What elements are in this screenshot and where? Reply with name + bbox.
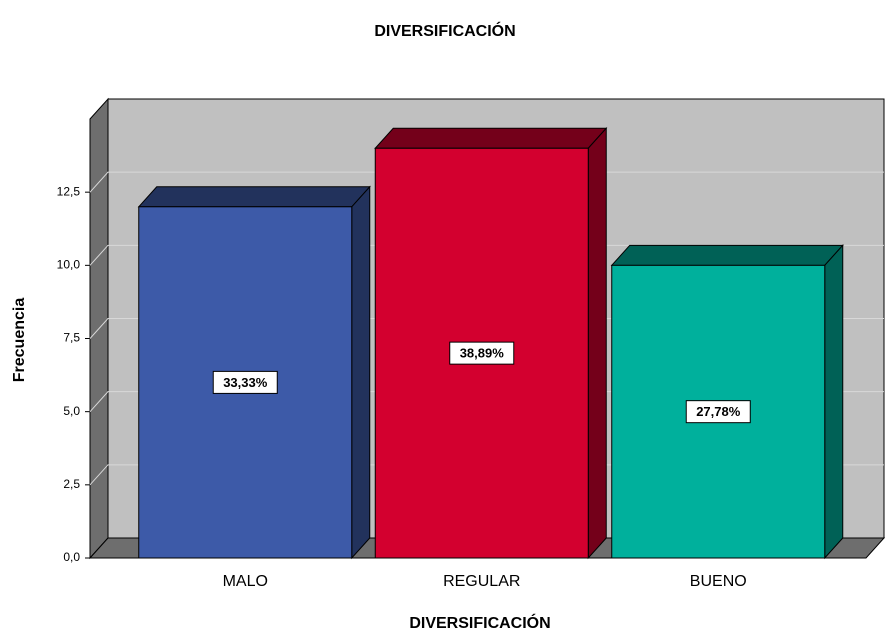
y-axis-label: Frecuencia: [11, 298, 28, 383]
bar-top: [610, 244, 844, 266]
data-label-box: [449, 341, 515, 365]
bar-side: [824, 244, 844, 560]
bar-side: [351, 185, 371, 560]
y-tick-label: 10,0: [57, 258, 81, 272]
grid-line: [89, 171, 884, 193]
bar-side: [587, 126, 607, 560]
data-label-box: [685, 400, 751, 424]
y-tick-label: 2,5: [63, 477, 80, 491]
chart-title: DIVERSIFICACIÓN: [374, 21, 515, 40]
y-tick-label: 12,5: [57, 184, 81, 198]
grid-line: [89, 244, 884, 266]
bar-top: [374, 127, 608, 149]
x-tick-label: MALO: [223, 573, 268, 590]
bar-top: [137, 186, 371, 208]
y-tick-label: 5,0: [63, 404, 80, 418]
x-tick-label: REGULAR: [443, 573, 520, 590]
data-label: 38,89%: [460, 346, 505, 361]
data-label: 27,78%: [696, 404, 741, 419]
data-label-box: [212, 370, 278, 394]
y-tick-label: 0,0: [63, 550, 80, 564]
x-tick-label: BUENO: [690, 573, 747, 590]
y-tick-label: 7,5: [63, 331, 80, 345]
x-axis-label: DIVERSIFICACIÓN: [409, 613, 550, 632]
data-label: 33,33%: [223, 375, 268, 390]
